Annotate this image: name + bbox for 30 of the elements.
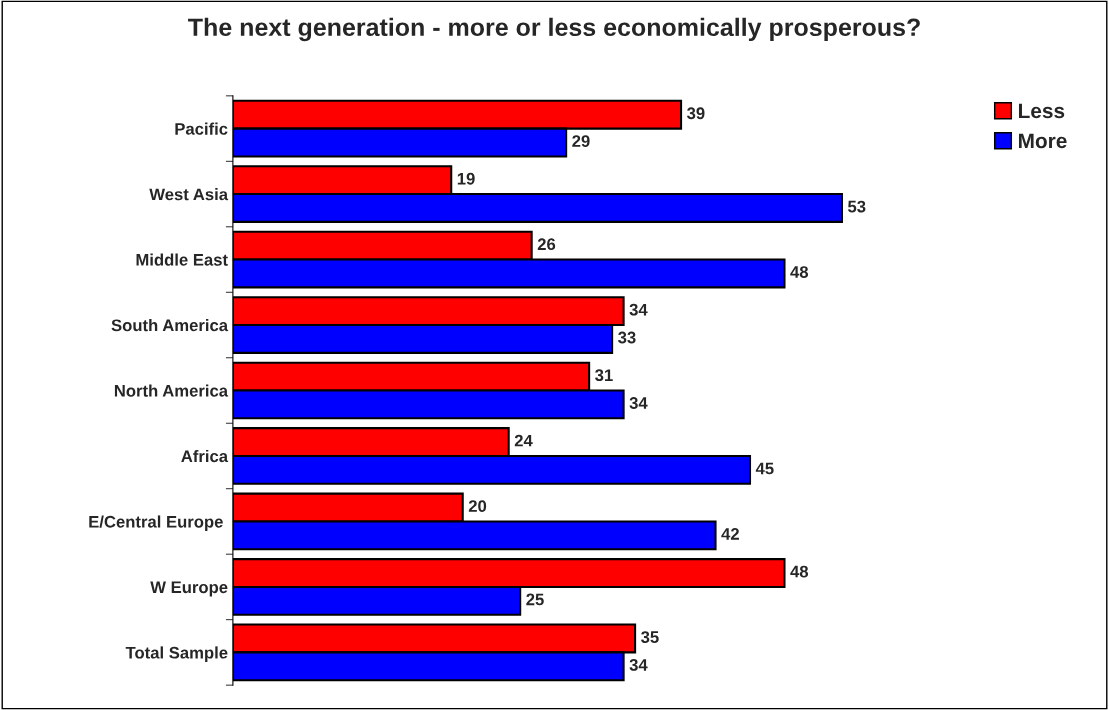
data-label: 53 [848, 200, 866, 213]
y-tick-label: W Europe [150, 581, 228, 597]
data-label: 25 [526, 593, 544, 606]
legend-label: Less [1018, 103, 1065, 119]
data-label: 34 [629, 397, 648, 409]
data-label: 26 [537, 238, 556, 251]
y-tick-label: Total Sample [125, 646, 228, 662]
data-label: 42 [721, 528, 739, 540]
y-tick-label: Middle East [136, 253, 228, 266]
data-label: 31 [595, 369, 613, 382]
data-label: 33 [618, 331, 636, 344]
y-tick-label: North America [114, 384, 229, 397]
data-label: 35 [641, 631, 659, 643]
data-label: 45 [755, 462, 774, 475]
data-label: 39 [686, 107, 705, 120]
data-label: 48 [790, 266, 809, 278]
data-label: 24 [514, 434, 533, 447]
data-label: 20 [468, 500, 487, 513]
data-label: 48 [790, 565, 809, 578]
chart-title: The next generation - more or less economically prosperous? [188, 17, 920, 42]
data-label: 19 [457, 172, 475, 185]
legend-label: More [1018, 133, 1067, 149]
data-label: 34 [629, 303, 648, 316]
y-tick-label: South America [111, 318, 229, 332]
y-tick-label: Africa [181, 449, 229, 463]
y-tick-label: Pacific [175, 122, 228, 135]
data-label: 34 [629, 659, 648, 671]
y-tick-label: E/Central Europe [89, 515, 223, 531]
data-label: 29 [572, 135, 590, 147]
y-tick-label: West Asia [149, 188, 229, 201]
